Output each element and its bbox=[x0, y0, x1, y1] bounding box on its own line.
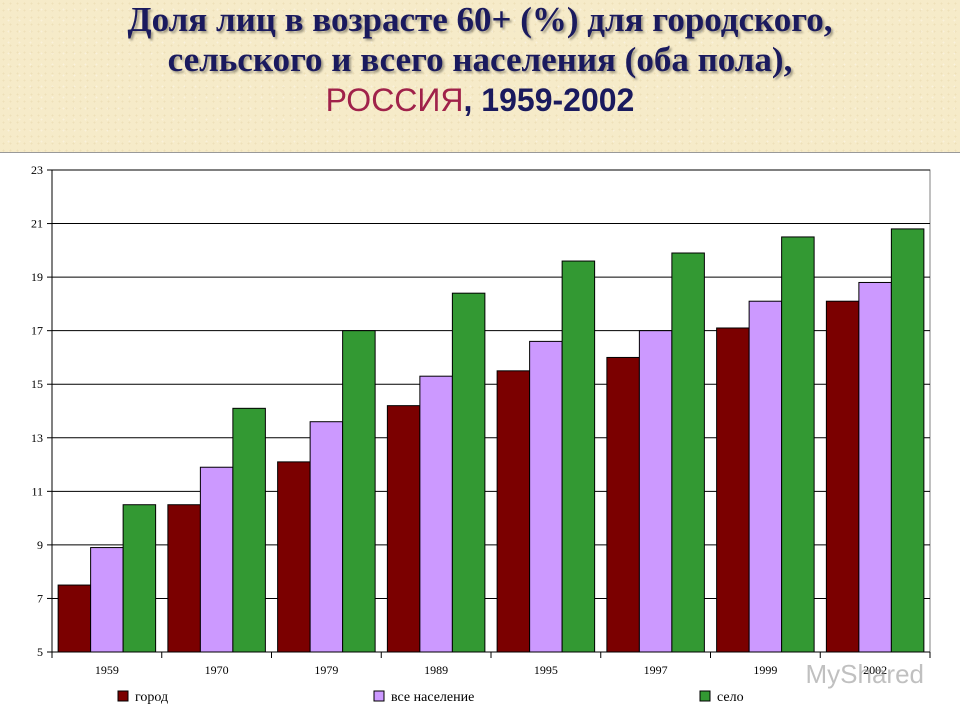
bar-total bbox=[419, 375, 453, 653]
bar-city bbox=[57, 584, 92, 653]
bar-village bbox=[451, 292, 486, 653]
bar-city bbox=[277, 461, 311, 653]
y-tick-label: 11 bbox=[31, 484, 43, 498]
bar-village bbox=[890, 228, 925, 653]
bar-total bbox=[529, 340, 563, 653]
bar-city bbox=[606, 356, 640, 653]
title-line-2: сельского и всего населения (оба пола), bbox=[167, 40, 793, 79]
title-line-3: РОССИЯ, 1959-2002 bbox=[0, 80, 960, 120]
y-tick-label: 21 bbox=[31, 217, 43, 231]
x-tick-label: 1959 bbox=[95, 663, 119, 677]
chart-panel: 5 7 9 11 13 15 17 19 21 23 1959 1970 1979 1989 1995 19… bbox=[0, 152, 960, 720]
bar-total bbox=[309, 421, 344, 653]
axes bbox=[47, 169, 931, 658]
bar-city bbox=[716, 327, 750, 653]
x-tick-labels: 1959 1970 1979 1989 1995 1997 1999 2002 bbox=[95, 663, 887, 677]
bar-city bbox=[825, 300, 860, 653]
title-country: РОССИЯ bbox=[325, 82, 464, 118]
bar-village bbox=[561, 260, 596, 653]
bar-total bbox=[858, 281, 892, 653]
bars bbox=[57, 228, 925, 653]
x-tick-label: 1970 bbox=[205, 663, 229, 677]
bar-city bbox=[386, 405, 421, 653]
bar-village bbox=[232, 407, 266, 653]
y-tick-label: 5 bbox=[37, 645, 43, 659]
y-tick-label: 17 bbox=[31, 324, 43, 338]
bar-village bbox=[781, 236, 815, 653]
bar-village bbox=[671, 252, 705, 653]
x-tick-label: 1989 bbox=[424, 663, 448, 677]
bar-city bbox=[167, 504, 201, 653]
y-tick-label: 23 bbox=[31, 163, 43, 177]
y-tick-label: 13 bbox=[31, 431, 43, 445]
legend-swatch bbox=[117, 690, 129, 702]
bar-total bbox=[748, 300, 783, 653]
y-tick-labels: 5 7 9 11 13 15 17 19 21 23 bbox=[31, 163, 43, 659]
bar-total bbox=[638, 330, 673, 653]
bar-total bbox=[199, 466, 234, 653]
watermark-text: MyShared bbox=[805, 659, 925, 689]
legend-swatch bbox=[699, 690, 711, 702]
bar-city bbox=[496, 370, 531, 653]
y-tick-label: 15 bbox=[31, 377, 43, 391]
y-tick-label: 9 bbox=[37, 538, 43, 552]
title-line-1: Доля лиц в возрасте 60+ (%) для городско… bbox=[127, 0, 833, 39]
legend-swatch bbox=[373, 690, 385, 702]
bar-village bbox=[342, 330, 376, 653]
legend-label: село bbox=[717, 690, 744, 705]
title-years: 1959-2002 bbox=[481, 82, 635, 118]
legend: город все население село bbox=[117, 690, 744, 705]
legend-label: город bbox=[135, 690, 168, 705]
y-tick-label: 19 bbox=[31, 270, 43, 284]
title-separator: , bbox=[463, 82, 482, 118]
y-tick-label: 7 bbox=[37, 591, 43, 605]
x-tick-label: 1995 bbox=[534, 663, 558, 677]
x-tick-label: 1979 bbox=[314, 663, 338, 677]
x-tick-label: 1999 bbox=[753, 663, 777, 677]
bar-total bbox=[90, 547, 124, 653]
legend-label: все население bbox=[391, 690, 474, 705]
x-tick-label: 2002 bbox=[863, 663, 887, 677]
chart-title: Доля лиц в возрасте 60+ (%) для городско… bbox=[0, 0, 960, 120]
bar-village bbox=[122, 504, 157, 653]
x-tick-label: 1997 bbox=[644, 663, 668, 677]
